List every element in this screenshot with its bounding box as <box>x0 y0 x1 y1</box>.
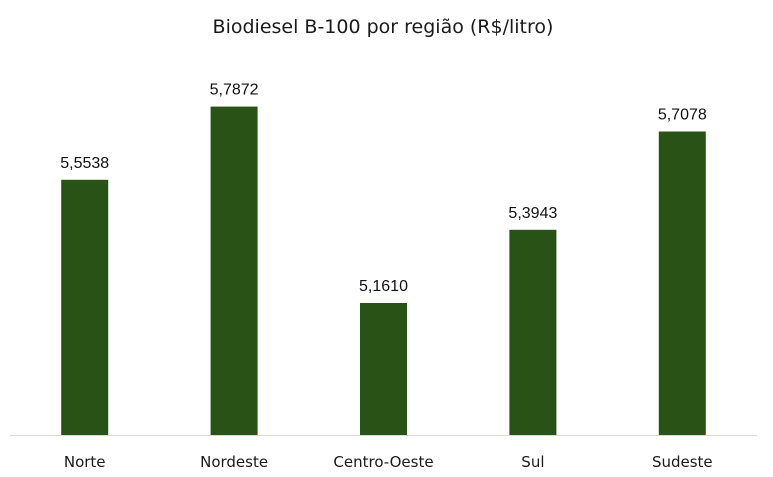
category-label: Sudeste <box>652 453 713 471</box>
data-labels-group: 5,5538 5,7872 5,1610 5,3943 5,7078 <box>60 82 707 295</box>
bar-nordeste <box>210 106 258 435</box>
category-labels-group: Norte Nordeste Centro-Oeste Sul Sudeste <box>64 453 713 471</box>
data-label: 5,5538 <box>60 155 109 172</box>
bar-centro-oeste <box>360 303 407 435</box>
category-label: Centro-Oeste <box>333 453 433 471</box>
category-label: Norte <box>64 453 106 471</box>
bar-sudeste <box>658 131 706 435</box>
category-label: Sul <box>521 453 544 471</box>
data-label: 5,7078 <box>658 107 707 124</box>
bar-sul <box>509 229 557 435</box>
chart-title: Biodiesel B-100 por região (R$/litro) <box>213 16 554 38</box>
data-label: 5,1610 <box>359 278 408 295</box>
data-label: 5,7872 <box>210 82 259 99</box>
bars-group <box>61 106 706 435</box>
data-label: 5,3943 <box>508 205 557 222</box>
bar-norte <box>61 179 109 435</box>
category-label: Nordeste <box>200 453 268 471</box>
